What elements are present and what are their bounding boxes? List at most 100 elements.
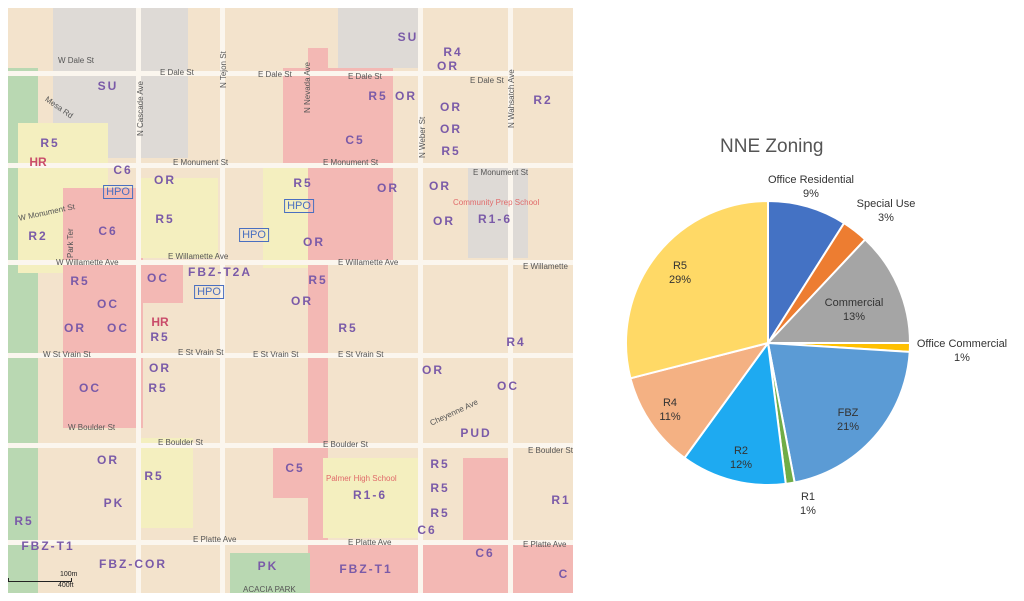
- school-label: Palmer High School: [326, 474, 397, 483]
- special-use-area: [338, 8, 423, 68]
- pie-label-name: Office Commercial: [916, 338, 1008, 350]
- pie-label: R2 12%: [730, 444, 752, 472]
- pie-label: R4 11%: [659, 396, 680, 424]
- zone-label: OR: [291, 294, 313, 308]
- zone-label: R5: [368, 89, 388, 103]
- road: [8, 260, 573, 265]
- pie-label-name: R1: [800, 491, 816, 503]
- street-label: E Platte Ave: [523, 540, 567, 549]
- zone-label: OC: [497, 379, 519, 393]
- zone-label: C: [558, 567, 570, 581]
- zone-label: R4: [506, 335, 526, 349]
- street-label: Cheyenne Ave: [428, 397, 480, 428]
- zone-label: OR: [377, 181, 399, 195]
- pie-label: FBZ 21%: [837, 406, 859, 434]
- zone-label: SU: [97, 79, 119, 93]
- pie-label: Commercial 13%: [825, 296, 884, 324]
- zone-label: OR: [437, 59, 459, 73]
- road: [8, 163, 573, 168]
- zone-label: OC: [107, 321, 129, 335]
- zone-label: R5: [144, 469, 164, 483]
- pie-label: R1 1%: [800, 490, 816, 518]
- zone-label: OR: [433, 214, 455, 228]
- zone-label: PK: [103, 496, 125, 510]
- pie-label-name: Special Use: [856, 198, 916, 210]
- zone-label: C6: [417, 523, 437, 537]
- zone-label: R5: [430, 481, 450, 495]
- zone-label: C5: [285, 461, 305, 475]
- zone-label: FBZ-COR: [99, 557, 167, 571]
- zone-label: C6: [475, 546, 495, 560]
- commercial-area: [63, 188, 143, 428]
- pie-label-name: Commercial: [824, 297, 884, 309]
- street-label: E Willamette Ave: [168, 252, 229, 261]
- zone-label: OC: [147, 271, 169, 285]
- pie-label-name: R5: [672, 260, 688, 272]
- pie-slice-fbz: [766, 341, 911, 484]
- pie-label-name: FBZ: [837, 407, 859, 419]
- street-label: E Dale St: [160, 68, 194, 77]
- pie-label-value: 21%: [836, 421, 860, 433]
- zone-label: HR: [29, 155, 47, 169]
- street-label: E Monument St: [323, 158, 379, 167]
- scale-bar: 100m 400ft: [8, 571, 78, 589]
- zoning-map[interactable]: W Dale St E Dale St E Dale St E Dale St …: [8, 8, 573, 593]
- zone-label: C5: [345, 133, 365, 147]
- zone-label: OR: [149, 361, 171, 375]
- zone-label: R5: [150, 330, 170, 344]
- street-label: E Dale St: [348, 72, 382, 81]
- zone-label: OR: [395, 89, 417, 103]
- zone-label: R1-6: [352, 488, 388, 502]
- pie-chart: NNE Zoning Office Residential 9% Special U…: [590, 120, 1024, 540]
- street-label: E Boulder St: [158, 438, 203, 447]
- street-label: N Weber St: [418, 116, 427, 158]
- street-label: E Boulder St: [528, 446, 573, 455]
- zone-label: R5: [293, 176, 313, 190]
- zone-label: C6: [98, 224, 118, 238]
- zone-label: C6: [113, 163, 133, 177]
- street-label: E St Vrain St: [253, 350, 299, 359]
- residential-area: [138, 178, 218, 258]
- zone-label: OR: [97, 453, 119, 467]
- road: [136, 8, 141, 593]
- street-label: N Nevada Ave: [303, 62, 312, 113]
- zone-label: R1: [551, 493, 571, 507]
- zone-label: R5: [338, 321, 358, 335]
- pie-label-value: 1%: [800, 505, 816, 517]
- commercial-area: [273, 448, 328, 498]
- zone-label: R4: [443, 45, 463, 59]
- road: [8, 540, 573, 545]
- zone-label: PK: [257, 559, 279, 573]
- street-label: W Dale St: [58, 56, 95, 65]
- pie-label-value: 1%: [954, 352, 970, 364]
- zone-label: R5: [14, 514, 34, 528]
- zone-label: OR: [429, 179, 451, 193]
- pie-slice-r4: [629, 341, 771, 460]
- street-label: W Willamette Ave: [56, 258, 119, 267]
- pie-svg: [625, 199, 912, 486]
- hpo-overlay: HPO: [284, 199, 314, 213]
- pie-slice-commercial: [765, 238, 912, 344]
- street-label: E St Vrain St: [338, 350, 384, 359]
- street-label: E Dale St: [258, 70, 292, 79]
- pie-label: Office Residential 9%: [768, 173, 854, 201]
- pie-label-value: 13%: [842, 311, 866, 323]
- pie-slice-r2: [683, 340, 787, 486]
- pie-slice-r5: [625, 199, 769, 380]
- zone-label: OR: [440, 100, 462, 114]
- school-label: Community Prep School: [453, 198, 540, 207]
- street-label: Park Ter: [66, 228, 75, 258]
- hpo-overlay: HPO: [194, 285, 224, 299]
- zone-label: OR: [303, 235, 325, 249]
- pie-label: Office Commercial 1%: [917, 337, 1007, 365]
- street-label: E St Vrain St: [178, 348, 224, 357]
- zone-label: R5: [308, 273, 328, 287]
- road: [418, 8, 423, 593]
- street-label: E Monument St: [173, 158, 229, 167]
- pie-slice-office-residential: [767, 199, 846, 347]
- zone-label: OR: [422, 363, 444, 377]
- scale-imperial: 400ft: [58, 582, 74, 589]
- zone-label: OC: [79, 381, 101, 395]
- chart-title: NNE Zoning: [720, 136, 824, 157]
- street-label: E Monument St: [473, 168, 529, 177]
